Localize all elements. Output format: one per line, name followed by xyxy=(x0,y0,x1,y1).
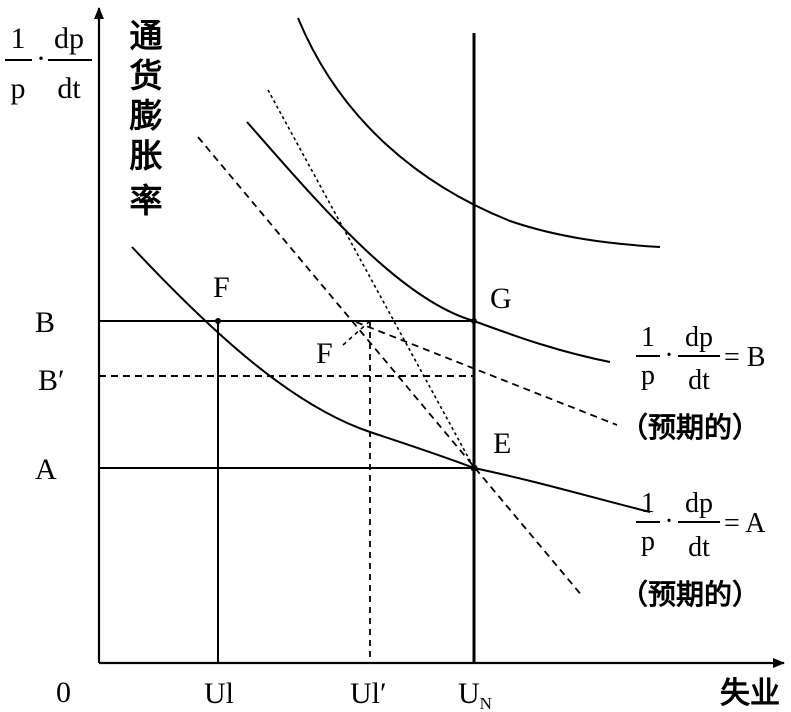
curve-a-note: （预期的） xyxy=(620,578,760,611)
curve-b-den2: dt xyxy=(688,365,710,396)
f-prime-connector xyxy=(342,320,371,346)
y-formula-num-right: dp xyxy=(54,22,84,55)
y-formula-den-right: dt xyxy=(57,72,81,105)
curve-a-equals: = A xyxy=(724,508,766,539)
curve-b-note: （预期的） xyxy=(620,411,760,444)
x-tick-ul-prime: Ul′ xyxy=(350,677,387,710)
curve-a-dot: · xyxy=(664,506,673,537)
x-tick-ul: Ul xyxy=(204,677,234,710)
point-f-prime-label: F xyxy=(316,337,333,370)
dashed-curve-left xyxy=(197,136,584,598)
point-e-label: E xyxy=(493,427,511,460)
long-run-dotted-line xyxy=(267,89,475,469)
y-tick-b-prime: B′ xyxy=(38,364,65,397)
point-f-label: F xyxy=(213,271,230,304)
dashed-curve-right xyxy=(355,321,618,426)
curve-b-den1: p xyxy=(641,360,655,391)
y-axis-label-vertical: 通 货 膨 胀 率 xyxy=(130,16,163,220)
short-run-curve-b xyxy=(246,121,611,363)
y-label-char-2: 货 xyxy=(130,56,163,95)
curve-a-den2: dt xyxy=(688,532,710,563)
y-axis-formula: 1 p · dp dt xyxy=(5,22,92,105)
point-g-dot xyxy=(471,318,477,324)
point-f-dot xyxy=(215,318,221,324)
curve-a-den1: p xyxy=(641,526,655,557)
curve-label-a: 1 p · dp dt = A （预期的） xyxy=(620,488,766,611)
point-g-label: G xyxy=(490,282,512,315)
y-label-char-3: 膨 xyxy=(130,96,163,135)
curve-b-dot: · xyxy=(664,340,673,371)
origin-label: 0 xyxy=(56,676,71,709)
curve-a-num1: 1 xyxy=(641,488,655,519)
curve-label-b: 1 p · dp dt = B （预期的） xyxy=(620,322,765,444)
y-label-char-1: 通 xyxy=(130,16,163,55)
y-tick-a: A xyxy=(35,453,57,486)
curve-b-equals: = B xyxy=(724,342,765,373)
y-formula-den-left: p xyxy=(11,72,26,105)
point-e-dot xyxy=(470,464,478,472)
x-axis-label: 失业 xyxy=(720,676,780,711)
curve-b-num1: 1 xyxy=(641,322,655,353)
short-run-curve-a xyxy=(131,246,651,513)
y-formula-num-left: 1 xyxy=(11,22,26,55)
y-label-char-4: 胀 xyxy=(130,136,163,175)
curve-a-num2: dp xyxy=(685,488,713,519)
y-label-char-5: 率 xyxy=(130,181,163,220)
x-tick-un: UN xyxy=(458,677,492,712)
x-tick-un-subscript: N xyxy=(480,694,492,712)
x-tick-un-main: U xyxy=(458,677,480,710)
y-formula-dot: · xyxy=(36,42,46,75)
y-tick-b: B xyxy=(35,306,55,339)
curve-b-num2: dp xyxy=(685,322,713,353)
upper-curve xyxy=(297,17,661,248)
